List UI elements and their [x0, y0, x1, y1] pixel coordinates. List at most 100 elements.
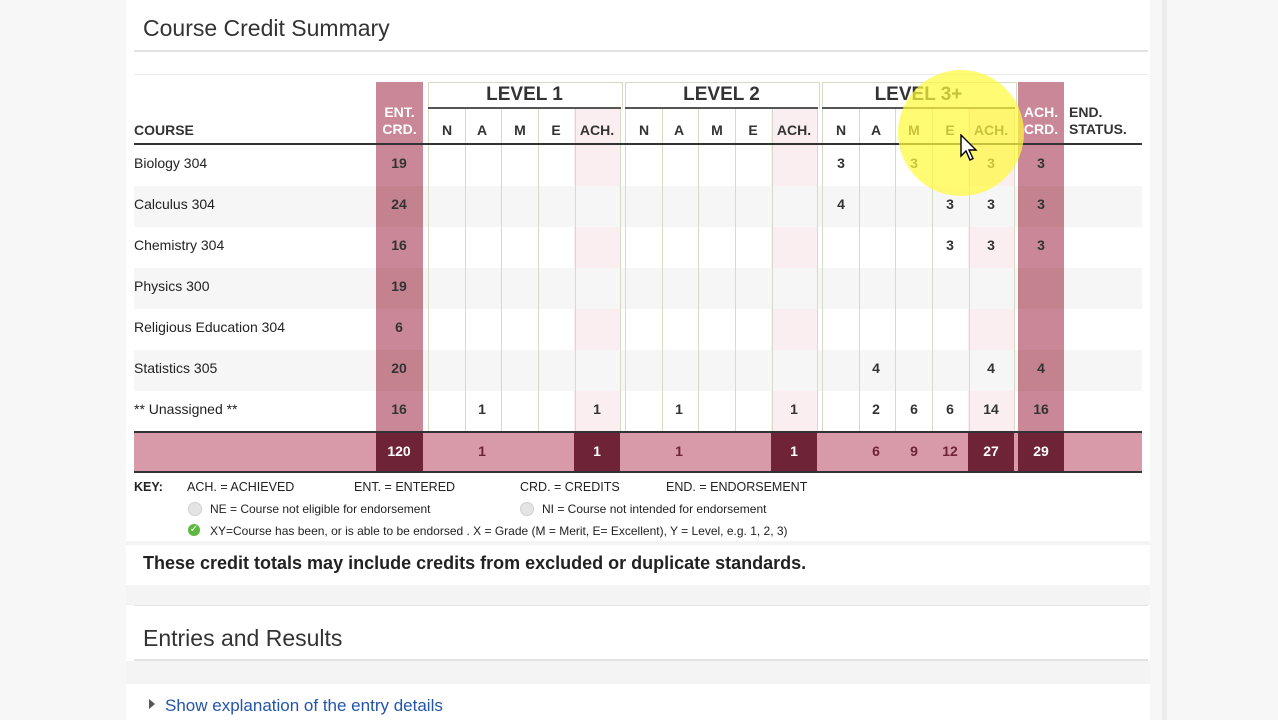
l3-cell: 3: [946, 237, 954, 253]
course-name: Calculus 304: [134, 196, 215, 212]
ach-crd-cell: 3: [1037, 155, 1045, 171]
total-l3: 27: [983, 443, 999, 459]
totals-top-rule: [134, 431, 1142, 433]
course-name: Statistics 305: [134, 360, 218, 376]
ach-crd-cell: 3: [1037, 237, 1045, 253]
ent-crd-cell: 19: [391, 278, 407, 294]
band-stripe: [376, 350, 423, 391]
key-crd: CRD. = CREDITS: [520, 480, 620, 494]
total-ach-crd: 29: [1033, 443, 1049, 459]
l3-cell: 4: [987, 360, 995, 376]
credit-totals-note: These credit totals may include credits …: [143, 553, 807, 573]
course-name: Physics 300: [134, 278, 210, 294]
l3-cell: 6: [910, 401, 918, 417]
l3-cell: 4: [872, 360, 880, 376]
ent-crd-cell: 20: [391, 360, 407, 376]
grid-line: [1014, 82, 1015, 432]
key-end: END. = ENDORSEMENT: [666, 480, 808, 494]
grid-line: [895, 82, 896, 432]
grid-line: [428, 82, 429, 432]
total-ent-crd: 120: [387, 443, 411, 459]
totals-bottom-rule: [134, 471, 1142, 473]
grid-line: [969, 82, 970, 432]
level1-header-rule: [428, 107, 621, 109]
l2-cell: 1: [675, 401, 683, 417]
key-ni: NI = Course not intended for endorsement: [542, 502, 767, 516]
title-rule-2: [134, 74, 1148, 75]
level3-col-a: A: [870, 122, 882, 138]
key-label: KEY:: [134, 480, 163, 494]
grid-line: [735, 82, 736, 432]
level1-col-n: N: [441, 122, 453, 138]
l1-cell: 1: [593, 401, 601, 417]
gap-strip: [126, 585, 1150, 605]
grid-line: [465, 82, 466, 432]
grid-line: [625, 82, 626, 432]
left-margin: [0, 0, 126, 720]
right-margin: [1150, 0, 1278, 720]
ne-dot-icon: [188, 502, 202, 516]
totals-l1-ach-cell: [574, 433, 620, 471]
ent-crd-cell: 16: [391, 401, 407, 417]
total-l3: 9: [910, 443, 918, 459]
grid-line: [538, 82, 539, 432]
ach-crd-header: ACH. CRD.: [1023, 104, 1059, 137]
header-rule: [134, 143, 1142, 145]
grid-line: [817, 82, 818, 432]
level1-header-box: [428, 82, 623, 109]
key-ent: ENT. = ENTERED: [354, 480, 456, 494]
total-l2: 1: [675, 443, 683, 459]
check-icon: ✓: [188, 524, 200, 536]
level2-header: LEVEL 2: [683, 84, 760, 105]
ent-crd-cell: 6: [395, 319, 403, 335]
l3-cell: 6: [946, 401, 954, 417]
key-xy: XY=Course has been, or is able to be end…: [210, 524, 788, 538]
level2-col-m: M: [711, 122, 723, 138]
level1-header: LEVEL 1: [486, 84, 563, 105]
band-stripe: [376, 268, 423, 309]
course-header: COURSE: [134, 122, 194, 138]
total-l1: 1: [478, 443, 486, 459]
l3-cell: 2: [872, 401, 880, 417]
ent-crd-cell: 16: [391, 237, 407, 253]
level1-col-a: A: [476, 122, 488, 138]
grid-line: [620, 82, 621, 432]
title-rule: [134, 659, 1148, 661]
band-stripe: [1018, 350, 1064, 391]
level2-header-rule: [625, 107, 818, 109]
gap-strip: [126, 661, 1150, 684]
row-stripe: [134, 268, 1142, 309]
ach-crd-cell: 4: [1037, 360, 1045, 376]
section-top-rule: [134, 605, 1148, 606]
total-l3: 6: [872, 443, 880, 459]
grid-line: [932, 82, 933, 432]
level2-col-e: E: [748, 122, 758, 138]
level2-col-n: N: [638, 122, 650, 138]
row-stripe: [134, 350, 1142, 391]
l3-cell: 3: [946, 196, 954, 212]
ach-crd-cell: 16: [1033, 401, 1049, 417]
expand-triangle-icon[interactable]: [149, 699, 155, 709]
key-ach: ACH. = ACHIEVED: [187, 480, 295, 494]
l3-cell: 3: [837, 155, 845, 171]
band-stripe: [376, 186, 423, 227]
ni-dot-icon: [520, 502, 534, 516]
grid-line: [859, 82, 860, 432]
totals-l2-ach-cell: [771, 433, 817, 471]
grid-line: [822, 82, 823, 432]
level2-header-box: [625, 82, 820, 109]
ent-crd-cell: 24: [391, 196, 407, 212]
level1-col-m: M: [514, 122, 526, 138]
level1-col-ach: ACH.: [579, 122, 615, 138]
show-explanation-link[interactable]: Show explanation of the entry details: [165, 696, 443, 715]
total-l2: 1: [790, 443, 798, 459]
grid-line: [662, 82, 663, 432]
ach-crd-cell: 3: [1037, 196, 1045, 212]
gap-strip: [126, 541, 1150, 545]
totals-l3-ach-cell: [968, 433, 1014, 471]
l3-cell: 14: [983, 401, 999, 417]
mouse-pointer-icon: [960, 134, 978, 161]
key-ne: NE = Course not eligible for endorsement: [210, 502, 431, 516]
section-title-credit-summary: Course Credit Summary: [143, 15, 390, 41]
course-name: Chemistry 304: [134, 237, 225, 253]
